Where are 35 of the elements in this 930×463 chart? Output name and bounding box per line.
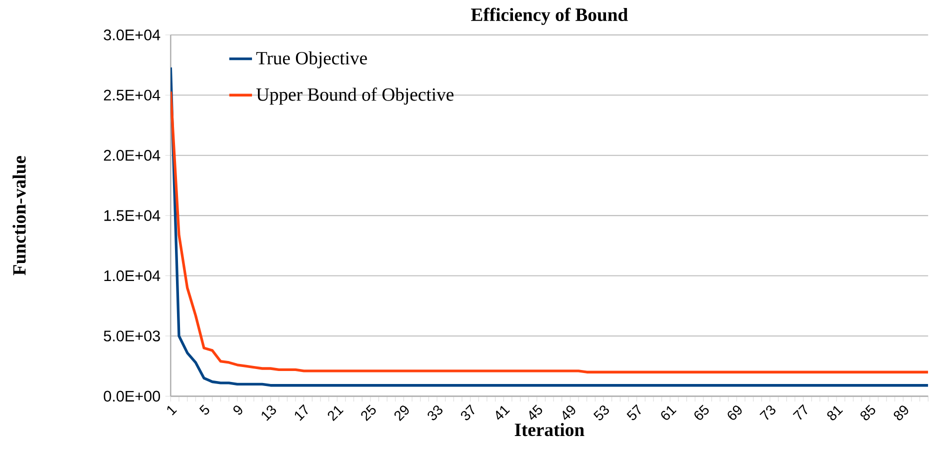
y-tick-label: 2.0E+04 (104, 150, 160, 161)
x-tick-label: 53 (593, 405, 609, 420)
legend-label: True Objective (256, 51, 367, 68)
x-tick-label: 45 (529, 404, 542, 420)
x-tick-label: 61 (661, 406, 676, 420)
chart-title: Efficiency of Bound (471, 8, 628, 25)
y-tick-label: 1.0E+04 (104, 270, 160, 282)
x-tick-label: 69 (728, 406, 742, 420)
x-tick-label: 33 (428, 405, 442, 420)
x-tick-label: 1 (167, 406, 177, 416)
x-tick-label: 73 (760, 405, 776, 420)
x-tick-label: 5 (199, 404, 210, 415)
x-tick-label: 17 (294, 404, 308, 421)
x-tick-label: 89 (894, 406, 908, 420)
y-tick-label: 5.0E+03 (104, 330, 160, 342)
y-axis-title: Function-value (12, 156, 26, 276)
x-tick-label: 77 (792, 404, 808, 420)
x-tick-label: 81 (827, 406, 843, 420)
x-tick-label: 49 (562, 406, 576, 420)
x-tick-label: 21 (328, 406, 344, 422)
y-tick-label: 2.5E+04 (104, 90, 160, 101)
x-tick-label: 9 (233, 406, 242, 415)
x-tick-label: 37 (460, 404, 474, 420)
y-tick-label: 3.0E+04 (104, 29, 160, 40)
x-tick-label: 85 (860, 404, 876, 420)
x-tick-label: 29 (394, 406, 409, 422)
x-tick-label: 41 (496, 406, 510, 420)
y-tick-label: 0.0E+00 (104, 390, 160, 402)
x-tick-label: 25 (361, 404, 376, 422)
legend-label: Upper Bound of Objective (256, 88, 454, 105)
x-tick-label: 65 (694, 404, 709, 420)
x-tick-label: 13 (262, 405, 276, 421)
x-tick-label: 57 (626, 404, 641, 420)
x-axis-title: Iteration (514, 422, 584, 436)
y-tick-label: 1.5E+04 (104, 210, 160, 221)
